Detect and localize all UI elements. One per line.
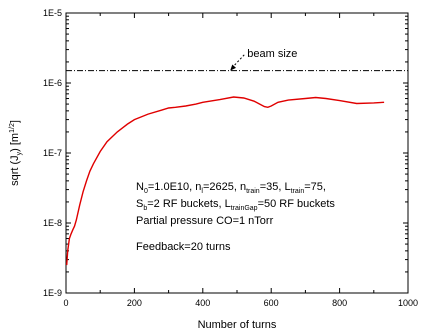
param-sb-pre: S: [136, 198, 143, 210]
param-n0-pre: N: [136, 181, 144, 193]
param-n0-post: =1.0E10, n: [148, 181, 202, 193]
x-tick-label: 1000: [398, 298, 418, 308]
param-n0-sub: 0: [144, 188, 148, 195]
beam-size-arrowhead: [230, 64, 237, 71]
param-line-3: Partial pressure CO=1 nTorr: [136, 215, 274, 227]
param-nl-post: =2625, n: [203, 181, 246, 193]
y-tick-label: 1E-6: [43, 78, 62, 88]
y-title-sub: y: [16, 151, 23, 155]
x-tick-label: 600: [264, 298, 279, 308]
param-gap-sub: trainGap: [231, 205, 258, 212]
x-tick-label: 0: [63, 298, 68, 308]
param-ntr-post: =35, L: [260, 181, 291, 193]
param-sb-post: =2 RF buckets, L: [147, 198, 230, 210]
y-title-sup: 1/2: [9, 123, 16, 133]
param-line-1: N0=1.0E10, nl=2625, ntrain=35, Ltrain=75…: [136, 181, 326, 195]
param-nl-sub: l: [201, 188, 203, 195]
param-sb-sub: b: [143, 205, 147, 212]
y-title-pre: sqrt (J: [9, 155, 21, 186]
x-tick-label: 800: [332, 298, 347, 308]
param-ltr-sub: train: [291, 188, 305, 195]
param-line-2: Sb=2 RF buckets, LtrainGap=50 RF buckets: [136, 198, 335, 212]
x-tick-label: 400: [195, 298, 210, 308]
x-axis-title: Number of turns: [198, 319, 277, 331]
param-gap-post: =50 RF buckets: [258, 198, 336, 210]
y-axis-title: sqrt (Jy) [m1/2]: [9, 120, 23, 186]
y-tick-label: 1E-7: [43, 148, 62, 158]
beam-size-label: beam size: [247, 48, 297, 60]
y-title-post: ]: [9, 120, 21, 123]
x-tick-label: 200: [127, 298, 142, 308]
plot-frame: [65, 12, 409, 294]
y-tick-label: 1E-9: [43, 288, 62, 298]
beam-size-arrow: [231, 54, 245, 69]
param-ntr-sub: train: [246, 188, 260, 195]
x-tick-labels: 0 200 400 600 800 1000: [63, 298, 418, 308]
y-title-mid: ) [m: [9, 133, 21, 152]
y-tick-label: 1E-8: [43, 218, 62, 228]
emittance-growth-line: [66, 96, 385, 266]
param-line-4: Feedback=20 turns: [136, 241, 231, 253]
y-tick-labels: 1E-9 1E-8 1E-7 1E-6 1E-5: [43, 8, 62, 298]
param-ltr-post: =75,: [304, 181, 326, 193]
axis-ticks: [65, 12, 409, 294]
y-tick-label: 1E-5: [43, 8, 62, 18]
